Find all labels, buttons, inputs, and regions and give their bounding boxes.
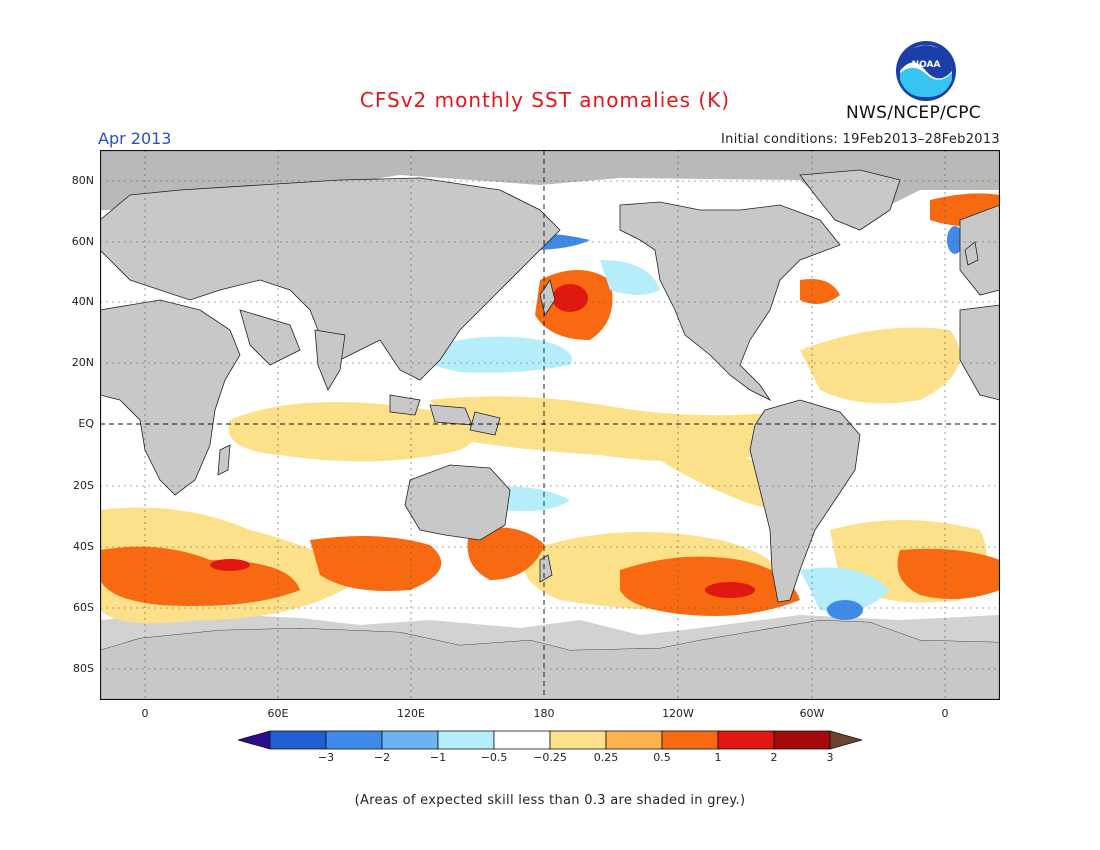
land-south-america [749,399,861,603]
colorbar-tick-label: −1 [429,751,447,764]
land-india [314,329,346,391]
lon-label: 120E [397,707,425,720]
lat-label: EQ [78,417,94,430]
low-skill-arctic [100,150,1000,210]
footnote: (Areas of expected skill less than 0.3 a… [354,793,746,808]
forecast-month: Apr 2013 [98,129,172,148]
colorbar-tick-label: 0.5 [653,751,671,764]
colorbar-tick-label: −3 [317,751,335,764]
land-europe-west [959,204,1000,296]
colorbar-tick-label: −0.5 [480,751,508,764]
colorbar-cell [381,730,439,750]
colorbar-max-triangle [829,730,862,750]
lat-label: 80S [73,662,94,675]
land-australia [404,464,511,541]
lon-label: 0 [141,707,149,720]
colorbar-tick-label: −0.25 [533,751,567,764]
land-greenland [799,169,901,231]
land-masses [100,169,1000,603]
colorbar-cell [493,730,551,750]
land-eurasia-east [100,177,561,381]
colorbar-cell [437,730,495,750]
lat-label: 40S [73,540,94,553]
colorbar-tick-label: 3 [826,751,834,764]
sst-anomaly-map [100,150,1000,700]
lat-label: 60S [73,601,94,614]
graticule [100,150,1000,700]
agency-label: NWS/NCEP/CPC [846,103,981,123]
colorbar-cell [605,730,663,750]
lon-label: 120W [662,707,694,720]
colorbar-tick-label: 2 [770,751,778,764]
initial-conditions: Initial conditions: 19Feb2013–28Feb2013 [721,132,1000,147]
equator-dateline [100,150,1000,700]
colorbar-tick-label: 1 [714,751,722,764]
colorbar-cell [661,730,719,750]
svg-text:NOAA: NOAA [912,60,941,70]
land-madagascar [217,444,231,476]
lat-label: 80N [71,174,94,187]
colorbar-min-triangle [238,730,271,750]
colorbar-tick-label: 0.25 [593,751,619,764]
lat-label: 40N [71,295,94,308]
lat-label: 20S [73,479,94,492]
lon-label: 0 [941,707,949,720]
lat-label: 60N [71,235,94,248]
lon-label: 60E [267,707,289,720]
colorbar [238,730,862,750]
noaa-logo: NOAA [896,41,956,101]
colorbar-cell [269,730,327,750]
colorbar-tick-label: −2 [373,751,391,764]
map-border [100,150,1000,700]
lon-label: 60W [799,707,825,720]
colorbar-cell [773,730,831,750]
land-africa [100,299,241,496]
lon-label: 180 [533,707,555,720]
low-skill-southern [100,612,1000,650]
lat-label: 20N [71,356,94,369]
colorbar-cell [325,730,383,750]
map-title: CFSv2 monthly SST anomalies (K) [359,88,731,112]
land-arabia [239,309,301,366]
colorbar-cell [549,730,607,750]
land-africa-west [959,304,1000,401]
land-north-america [619,201,841,402]
colorbar-cell [717,730,775,750]
